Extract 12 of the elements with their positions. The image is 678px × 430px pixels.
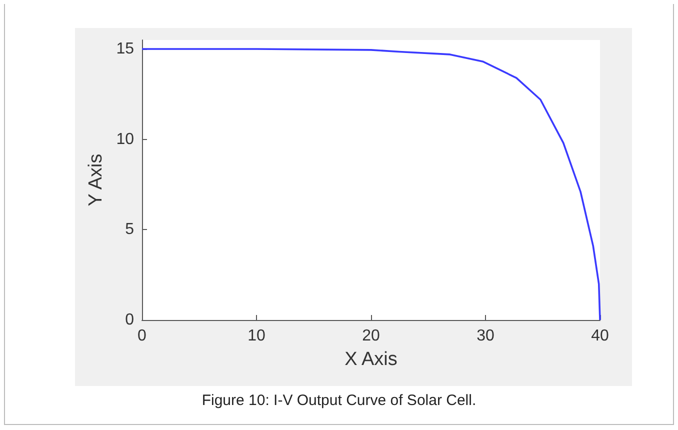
x-tick-label: 40 [591,328,609,344]
x-tick-label: 0 [138,328,147,344]
x-tick-label: 20 [362,328,380,344]
y-tick-label: 15 [116,40,134,58]
x-axis-title: X Axis [344,349,398,370]
y-tick-label: 10 [116,130,134,148]
text: Figure 10: I-V Output Curve of Solar Cell. [200,392,478,409]
x-tick-label: 30 [476,328,494,344]
y-axis-title: Y Axis [85,154,106,206]
y-tick-label: 5 [125,221,134,238]
x-tick-label: 10 [248,328,266,344]
y-tick-label: 0 [125,312,134,328]
